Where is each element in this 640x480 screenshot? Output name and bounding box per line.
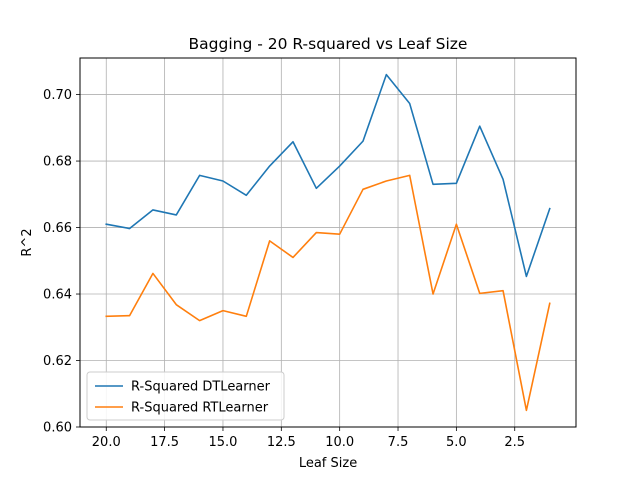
y-axis-label: R^2	[20, 228, 35, 256]
x-tick-label: 7.5	[388, 435, 409, 450]
x-tick-label: 20.0	[92, 435, 121, 450]
x-tick-label: 2.5	[504, 435, 525, 450]
x-tick-label: 5.0	[446, 435, 467, 450]
axis-ticks: 20.0 17.5 15.0 12.5 10.0 7.5 5.0 2.5 0.60 0.62 0.6…	[43, 88, 525, 450]
chart-title: Bagging - 20 R-squared vs Leaf Size	[189, 35, 468, 53]
x-axis-label: Leaf Size	[299, 456, 357, 471]
legend-box	[86, 371, 285, 421]
legend-label: R-Squared DTLearner	[131, 380, 271, 395]
series-lines	[105, 73, 551, 412]
y-tick-label: 0.62	[43, 354, 72, 369]
plot-frame	[79, 57, 577, 428]
y-tick-label: 0.70	[43, 88, 72, 103]
x-tick-label: 12.5	[267, 435, 296, 450]
y-tick-label: 0.60	[43, 421, 72, 436]
y-tick-label: 0.68	[43, 155, 72, 170]
legend-label: R-Squared RTLearner	[131, 401, 269, 416]
series-line-dtlearner	[105, 73, 551, 278]
x-tick-label: 17.5	[150, 435, 179, 450]
y-tick-label: 0.64	[43, 288, 72, 303]
series-line-rtlearner	[105, 174, 551, 412]
legend: R-Squared DTLearner R-Squared RTLearner	[86, 371, 285, 421]
x-tick-label: 10.0	[325, 435, 354, 450]
x-tick-label: 15.0	[208, 435, 237, 450]
y-tick-label: 0.66	[43, 221, 72, 236]
